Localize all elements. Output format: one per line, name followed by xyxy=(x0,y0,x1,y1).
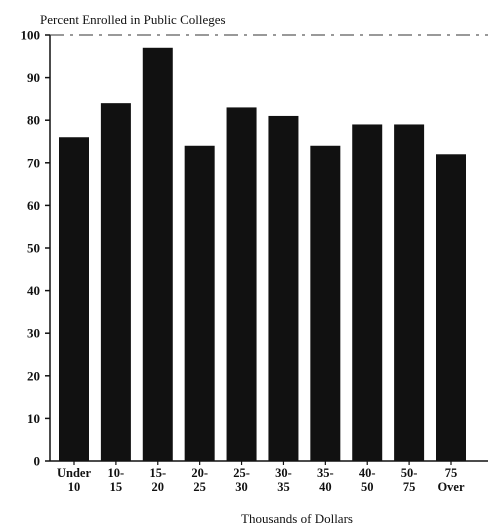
x-tick-label: Under 10 xyxy=(57,466,91,494)
y-tick-label: 90 xyxy=(27,70,40,85)
x-tick-label: 10-15 xyxy=(108,466,125,494)
bar xyxy=(100,103,131,461)
y-ticks: 0 10 20 30 40 50 60 70 80 90 100 xyxy=(21,28,50,469)
bar xyxy=(352,124,383,462)
y-axis-label: Percent Enrolled in Public Colleges xyxy=(40,12,226,27)
x-tick-label: 20-25 xyxy=(191,466,208,494)
bar xyxy=(226,107,257,462)
bars xyxy=(59,47,466,462)
y-tick-label: 70 xyxy=(27,155,40,170)
bar xyxy=(268,115,299,461)
y-tick-label: 50 xyxy=(27,241,40,256)
y-tick-label: 0 xyxy=(34,454,41,469)
plot-area: 0 10 20 30 40 50 60 70 80 90 100 Under 10 10-15 15-20… xyxy=(21,28,488,494)
y-tick-label: 80 xyxy=(27,113,40,128)
bar xyxy=(310,145,341,461)
x-tick-label: 30-35 xyxy=(275,466,292,494)
y-tick-label: 30 xyxy=(27,326,40,341)
bar xyxy=(394,124,425,462)
y-tick-label: 100 xyxy=(21,28,41,43)
bar xyxy=(142,47,173,461)
bar xyxy=(436,154,466,461)
bar xyxy=(59,137,89,462)
y-tick-label: 60 xyxy=(27,198,40,213)
x-tick-label: 75 Over xyxy=(437,466,465,494)
x-tick-label: 35-40 xyxy=(317,466,334,494)
x-tick-label: 40-50 xyxy=(359,466,376,494)
x-axis-label: Thousands of Dollars xyxy=(241,511,353,526)
y-tick-label: 40 xyxy=(27,283,40,298)
x-tick-label: 25-30 xyxy=(233,466,250,494)
y-tick-label: 20 xyxy=(27,368,40,383)
x-tick-label: 15-20 xyxy=(149,466,166,494)
y-tick-label: 10 xyxy=(27,411,40,426)
x-ticks: Under 10 10-15 15-20 20-25 25-30 30-35 35-40 40-… xyxy=(57,461,465,494)
x-tick-label: 50-75 xyxy=(401,466,418,494)
bar xyxy=(184,145,215,461)
